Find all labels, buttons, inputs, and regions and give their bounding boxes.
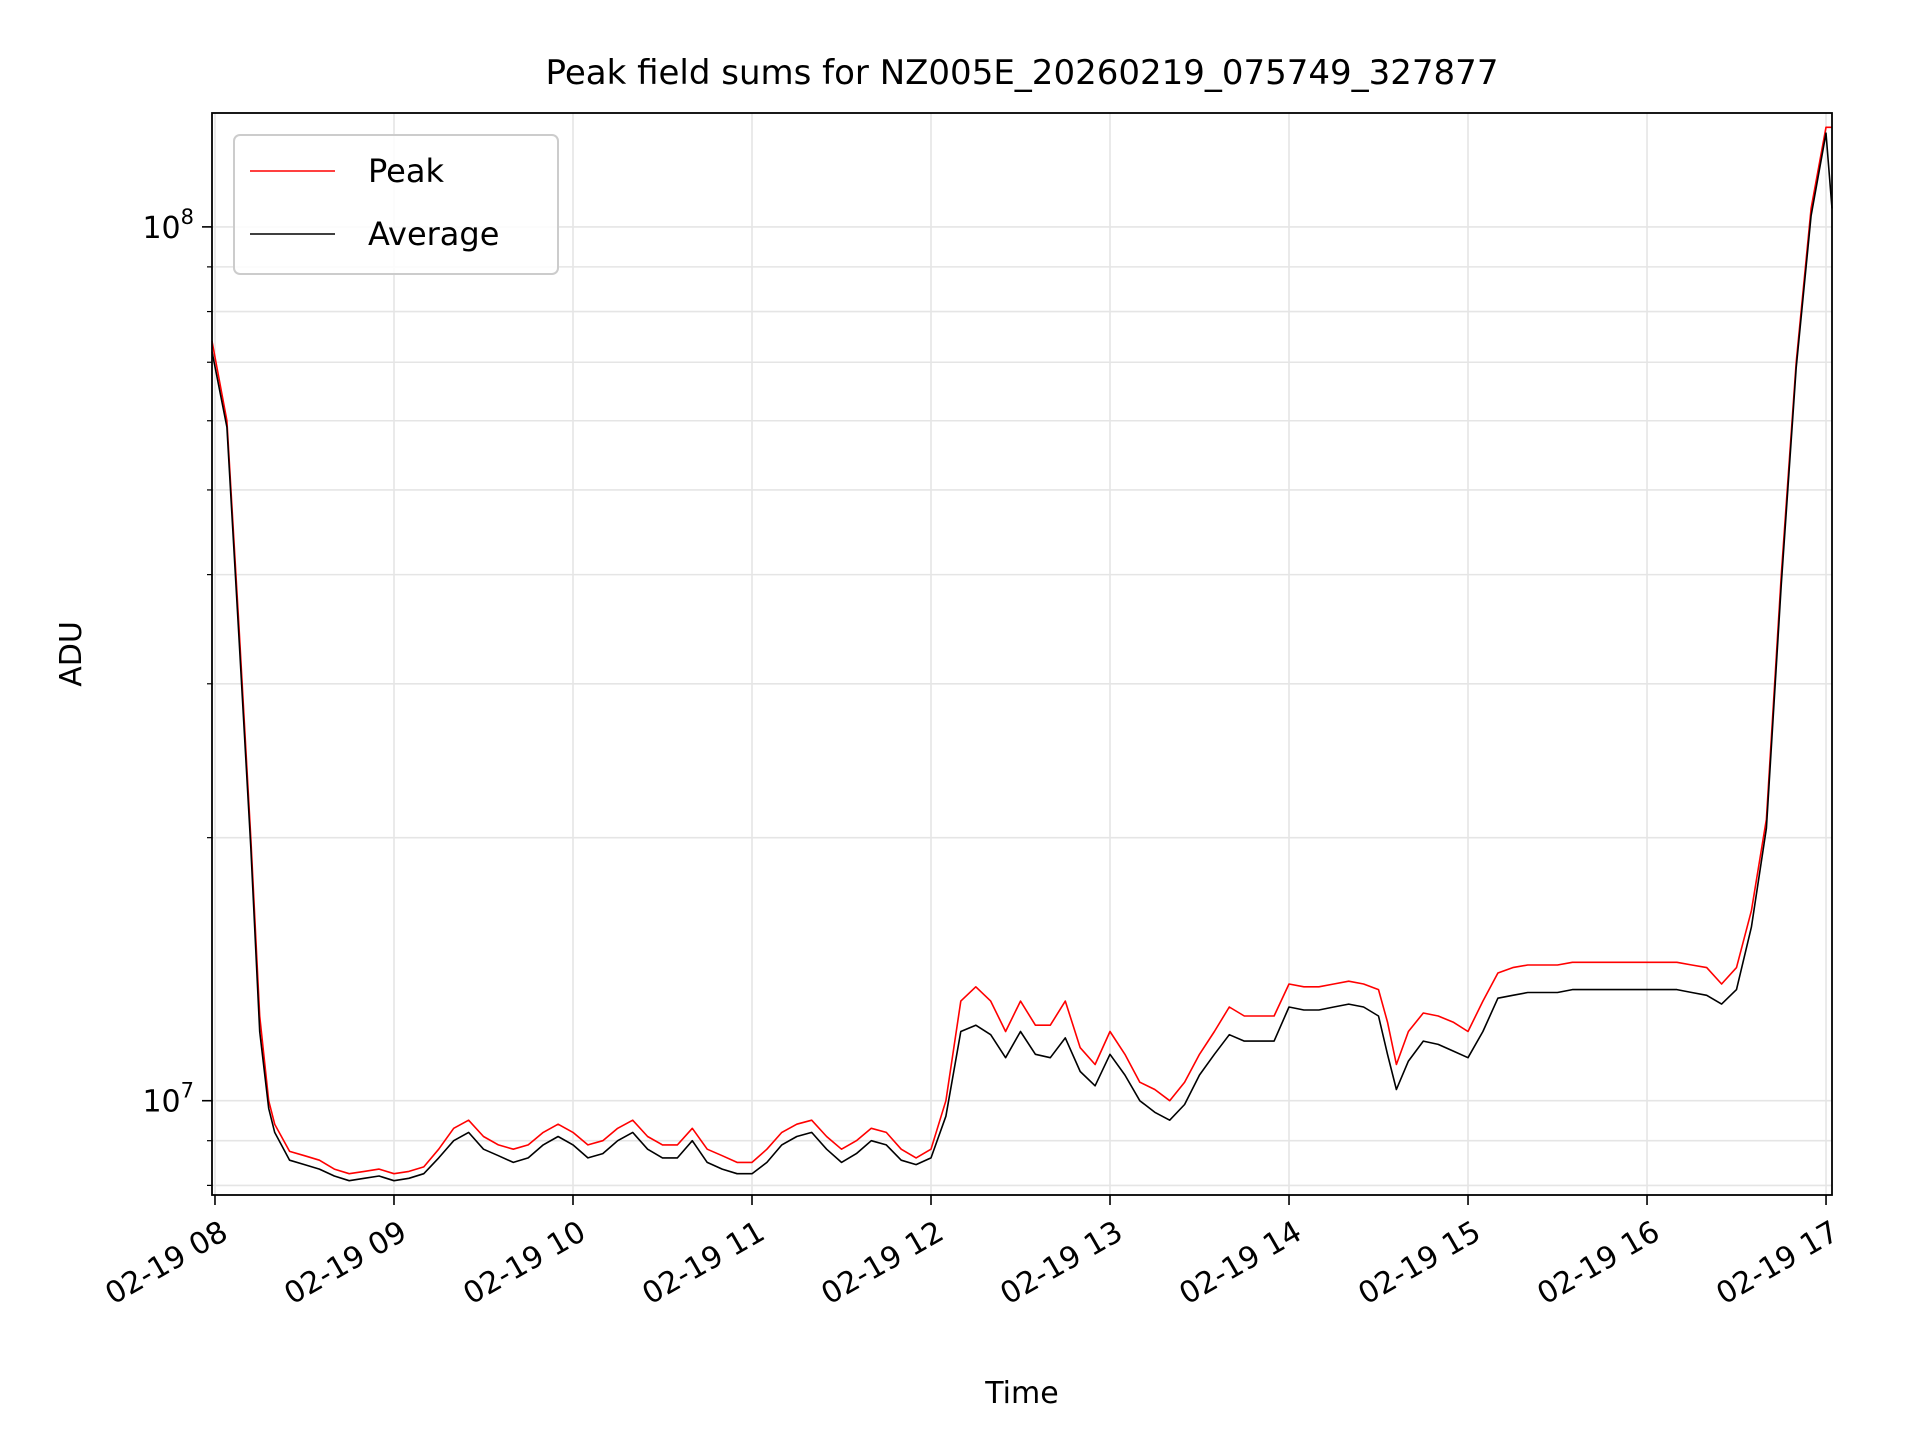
y-axis-label: ADU xyxy=(54,621,89,687)
x-axis-label: Time xyxy=(984,1376,1058,1411)
chart-title: Peak field sums for NZ005E_20260219_0757… xyxy=(546,53,1499,93)
y-tick-label: 108 xyxy=(142,205,194,246)
series-line-average xyxy=(211,132,1833,1182)
y-tick-label: 107 xyxy=(142,1079,194,1120)
legend-box xyxy=(233,134,559,275)
legend-label-peak: Peak xyxy=(368,152,444,190)
grid-layer xyxy=(212,113,1832,1195)
plot-frame xyxy=(211,112,1833,1196)
legend-label-average: Average xyxy=(368,215,499,253)
series-line-peak xyxy=(211,126,1832,1175)
series-layer xyxy=(211,126,1833,1182)
legend: Peak Average xyxy=(233,134,559,275)
